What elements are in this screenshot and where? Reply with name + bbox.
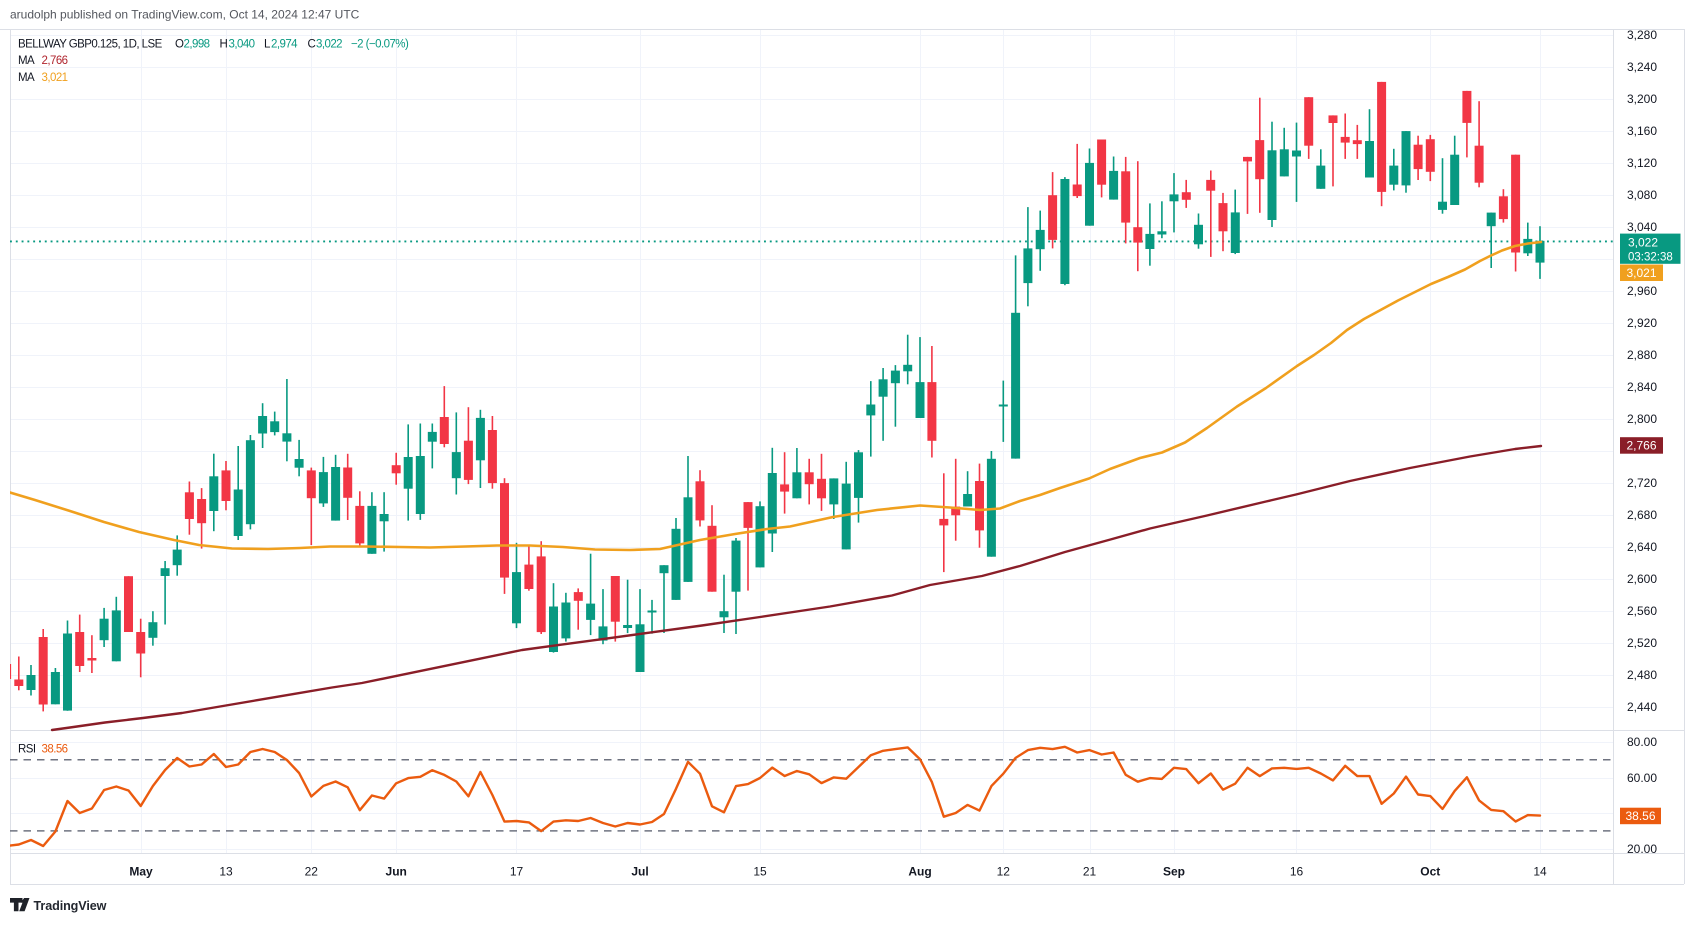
svg-text:Oct: Oct	[1420, 864, 1440, 878]
svg-text:2,960: 2,960	[1627, 284, 1657, 298]
svg-text:2,720: 2,720	[1627, 476, 1657, 490]
svg-text:TradingView: TradingView	[34, 899, 107, 913]
svg-text:60.00: 60.00	[1627, 771, 1657, 785]
svg-text:20.00: 20.00	[1627, 842, 1657, 856]
svg-text:3,040: 3,040	[1627, 220, 1657, 234]
svg-text:3,200: 3,200	[1627, 92, 1657, 106]
svg-text:MA: MA	[18, 72, 35, 84]
svg-text:3,080: 3,080	[1627, 188, 1657, 202]
svg-text:3,021: 3,021	[42, 72, 68, 84]
svg-text:3,160: 3,160	[1627, 124, 1657, 138]
svg-text:May: May	[129, 864, 153, 878]
svg-text:2,766: 2,766	[1626, 439, 1656, 453]
svg-text:MA: MA	[18, 55, 35, 67]
svg-text:H: H	[220, 38, 228, 50]
svg-text:2,600: 2,600	[1627, 572, 1657, 586]
svg-text:13: 13	[219, 864, 233, 878]
svg-text:2,974: 2,974	[271, 38, 298, 50]
svg-text:3,022: 3,022	[316, 38, 342, 50]
svg-text:−2 (−0.07%): −2 (−0.07%)	[351, 38, 409, 50]
svg-text:21: 21	[1083, 864, 1097, 878]
svg-text:14: 14	[1533, 864, 1547, 878]
svg-text:L: L	[264, 38, 271, 50]
svg-text:3,040: 3,040	[229, 38, 255, 50]
svg-text:03:32:38: 03:32:38	[1628, 252, 1673, 264]
svg-text:RSI: RSI	[18, 743, 36, 755]
svg-text:3,120: 3,120	[1627, 156, 1657, 170]
svg-text:3,280: 3,280	[1627, 28, 1657, 42]
svg-text:3,021: 3,021	[1626, 266, 1656, 280]
svg-text:2,920: 2,920	[1627, 316, 1657, 330]
svg-text:Aug: Aug	[908, 864, 931, 878]
svg-text:3,240: 3,240	[1627, 60, 1657, 74]
svg-text:Jul: Jul	[631, 864, 648, 878]
svg-text:16: 16	[1290, 864, 1304, 878]
svg-text:3,022: 3,022	[1628, 236, 1658, 250]
svg-text:Jun: Jun	[386, 864, 407, 878]
svg-text:arudolph published on TradingV: arudolph published on TradingView.com, O…	[10, 8, 360, 22]
svg-text:2,480: 2,480	[1627, 668, 1657, 682]
svg-text:2,640: 2,640	[1627, 540, 1657, 554]
svg-text:2,680: 2,680	[1627, 508, 1657, 522]
svg-text:38.56: 38.56	[42, 743, 68, 755]
svg-text:2,880: 2,880	[1627, 348, 1657, 362]
svg-text:2,840: 2,840	[1627, 380, 1657, 394]
svg-text:2,766: 2,766	[42, 55, 68, 67]
svg-text:2,520: 2,520	[1627, 636, 1657, 650]
svg-text:22: 22	[305, 864, 319, 878]
svg-text:C: C	[308, 38, 316, 50]
svg-text:17: 17	[510, 864, 524, 878]
svg-text:80.00: 80.00	[1627, 735, 1657, 749]
svg-text:2,560: 2,560	[1627, 604, 1657, 618]
svg-text:12: 12	[997, 864, 1011, 878]
svg-text:O: O	[175, 38, 184, 50]
svg-text:15: 15	[753, 864, 767, 878]
svg-text:Sep: Sep	[1163, 864, 1185, 878]
svg-text:2,998: 2,998	[184, 38, 210, 50]
svg-text:38.56: 38.56	[1625, 809, 1655, 823]
svg-text:BELLWAY GBP0.125, 1D, LSE: BELLWAY GBP0.125, 1D, LSE	[18, 38, 163, 50]
svg-text:2,440: 2,440	[1627, 700, 1657, 714]
svg-text:2,800: 2,800	[1627, 412, 1657, 426]
